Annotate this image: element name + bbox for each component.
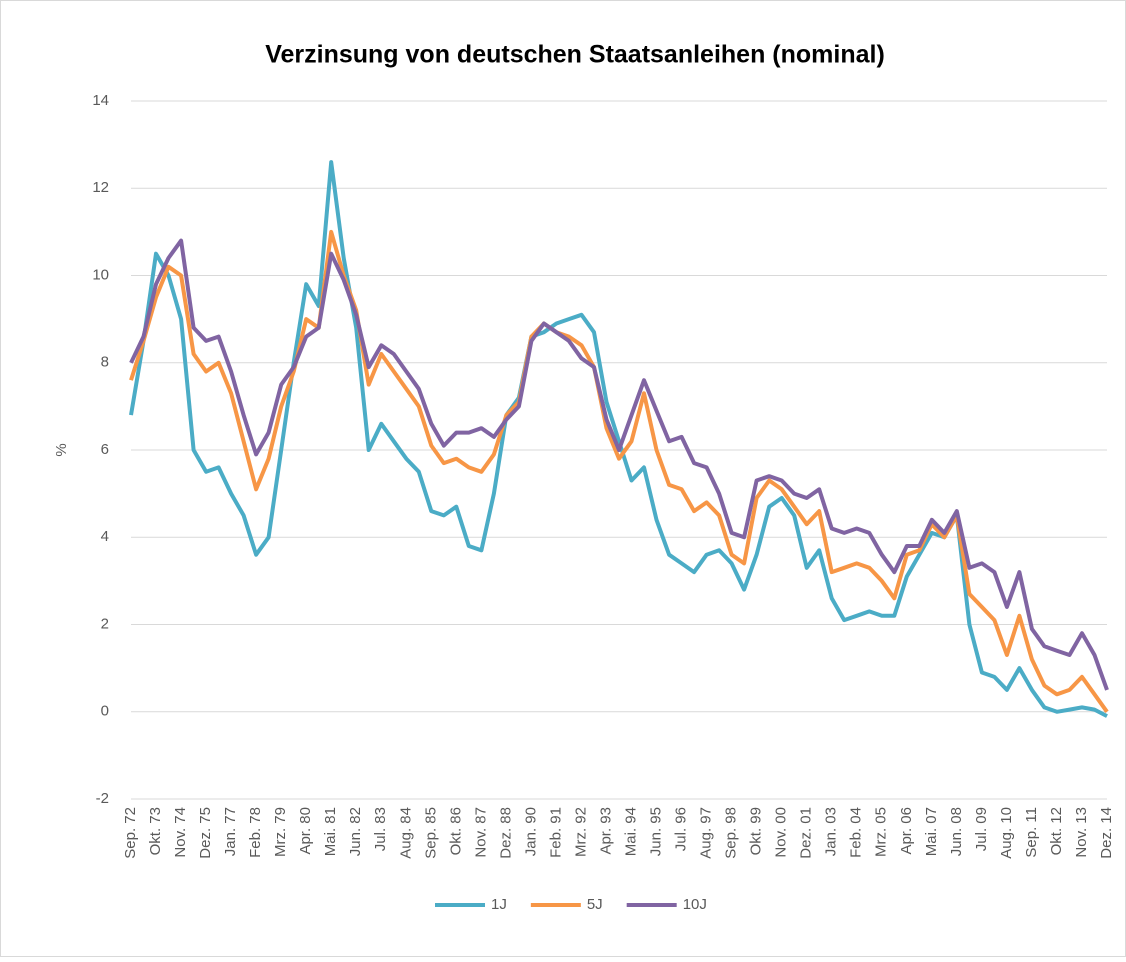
x-tick-label: Nov. 00 bbox=[773, 807, 790, 858]
x-tick-label: Okt. 73 bbox=[147, 807, 164, 855]
x-tick-label: Dez. 75 bbox=[197, 807, 214, 859]
x-tick-label: Aug. 97 bbox=[698, 807, 715, 859]
x-tick-label: Jul. 96 bbox=[673, 807, 690, 851]
x-tick-label: Jul. 09 bbox=[973, 807, 990, 851]
y-tick-label: 6 bbox=[101, 441, 109, 458]
x-tick-label: Apr. 06 bbox=[898, 807, 915, 855]
y-tick-label: 8 bbox=[101, 354, 109, 371]
x-tick-label: Sep. 85 bbox=[422, 807, 439, 859]
y-tick-label: 4 bbox=[101, 528, 109, 545]
y-axis-label: % bbox=[53, 443, 70, 456]
x-tick-label: Jan. 77 bbox=[222, 807, 239, 856]
x-tick-label: Feb. 78 bbox=[247, 807, 264, 858]
legend-label: 10J bbox=[683, 896, 707, 913]
x-tick-label: Jun. 82 bbox=[347, 807, 364, 856]
x-tick-label: Aug. 10 bbox=[998, 807, 1015, 859]
legend-label: 1J bbox=[491, 896, 507, 913]
x-tick-label: Dez. 01 bbox=[798, 807, 815, 859]
x-tick-label: Nov. 13 bbox=[1073, 807, 1090, 858]
legend-label: 5J bbox=[587, 896, 603, 913]
x-tick-label: Okt. 99 bbox=[748, 807, 765, 855]
x-tick-label: Jun. 08 bbox=[948, 807, 965, 856]
x-tick-label: Nov. 74 bbox=[172, 807, 189, 858]
y-tick-label: 0 bbox=[101, 703, 109, 720]
x-tick-label: Jul. 83 bbox=[372, 807, 389, 851]
x-tick-label: Mrz. 92 bbox=[572, 807, 589, 857]
y-tick-label: 12 bbox=[92, 179, 109, 196]
x-tick-label: Mai. 81 bbox=[322, 807, 339, 856]
x-tick-label: Mrz. 79 bbox=[272, 807, 289, 857]
x-tick-label: Mai. 94 bbox=[622, 807, 639, 856]
y-tick-label: 14 bbox=[92, 92, 109, 109]
series-line bbox=[129, 229, 1109, 713]
x-tick-label: Okt. 12 bbox=[1048, 807, 1065, 855]
y-tick-label: -2 bbox=[96, 790, 109, 807]
x-tick-label: Mai. 07 bbox=[923, 807, 940, 856]
y-tick-label: 10 bbox=[92, 266, 109, 283]
x-tick-label: Apr. 93 bbox=[597, 807, 614, 855]
x-tick-label: Feb. 91 bbox=[547, 807, 564, 858]
x-tick-label: Dez. 14 bbox=[1098, 807, 1115, 859]
x-tick-label: Nov. 87 bbox=[472, 807, 489, 858]
x-tick-label: Sep. 98 bbox=[723, 807, 740, 859]
x-tick-label: Sep. 11 bbox=[1023, 807, 1040, 858]
x-tick-label: Okt. 86 bbox=[447, 807, 464, 855]
x-tick-label: Jan. 90 bbox=[522, 807, 539, 856]
y-tick-label: 2 bbox=[101, 615, 109, 632]
x-tick-label: Sep. 72 bbox=[122, 807, 139, 859]
chart-title: Verzinsung von deutschen Staatsanleihen … bbox=[265, 41, 885, 69]
x-tick-label: Aug. 84 bbox=[397, 807, 414, 859]
x-tick-label: Jun. 95 bbox=[648, 807, 665, 856]
series-line bbox=[129, 238, 1109, 691]
x-tick-label: Feb. 04 bbox=[848, 807, 865, 858]
x-tick-label: Jan. 03 bbox=[823, 807, 840, 856]
x-tick-label: Apr. 80 bbox=[297, 807, 314, 855]
x-tick-label: Mrz. 05 bbox=[873, 807, 890, 857]
x-tick-label: Dez. 88 bbox=[497, 807, 514, 859]
